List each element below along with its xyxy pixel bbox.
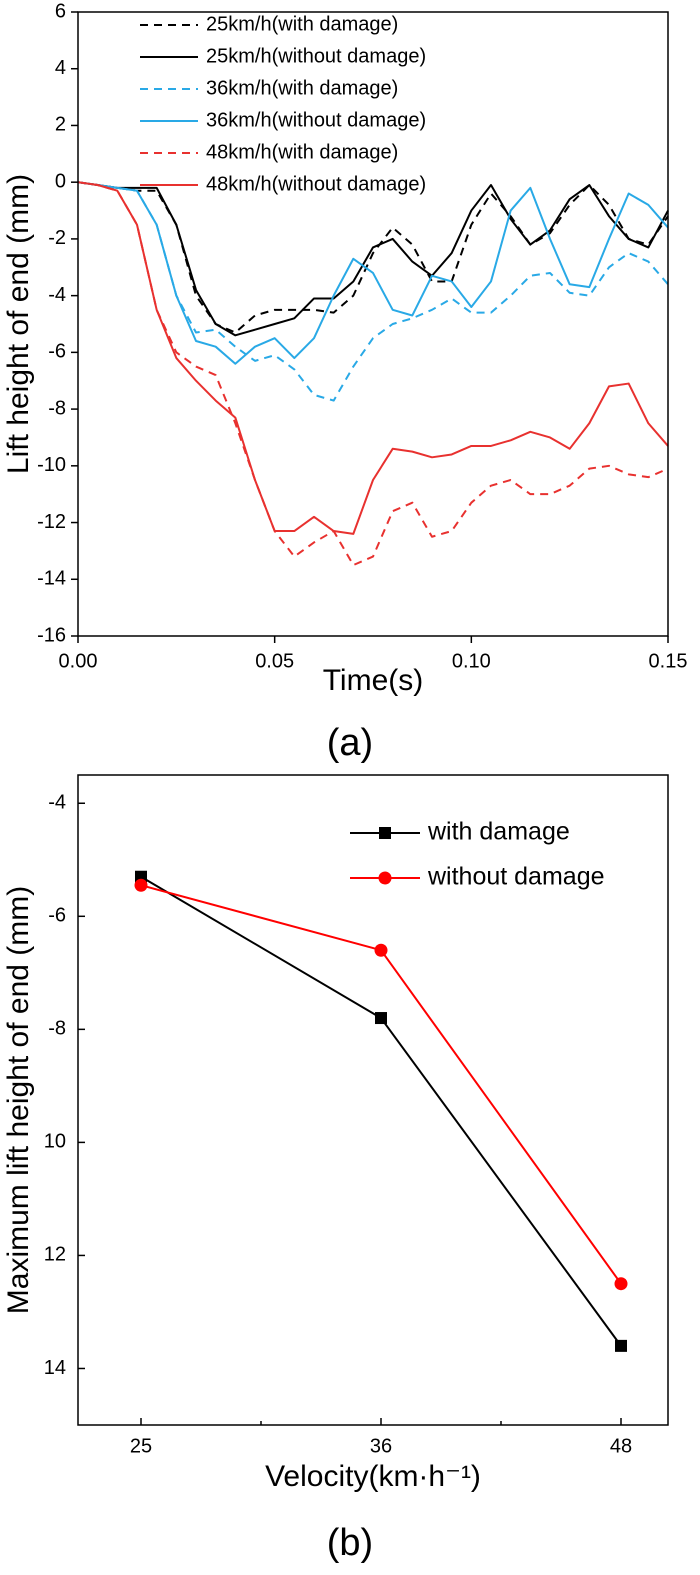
y-tick-label: 14 (44, 1357, 66, 1379)
y-tick-label: -12 (37, 511, 66, 533)
y-tick-label: 0 (55, 170, 66, 192)
y-tick-label: 6 (55, 0, 66, 22)
y-axis-label: Lift height of end (mm) (2, 174, 35, 474)
marker (134, 878, 148, 892)
x-tick-label: 0.10 (452, 650, 491, 672)
x-tick-label: 48 (610, 1435, 632, 1457)
x-tick-label: 0.15 (649, 650, 688, 672)
legend-label: 25km/h(with damage) (206, 13, 398, 35)
y-tick-label: -10 (37, 454, 66, 476)
plot-frame (77, 774, 669, 1426)
y-tick-label: -16 (37, 624, 66, 646)
x-tick-label: 25 (130, 1435, 152, 1457)
y-tick-label: 2 (55, 114, 66, 136)
x-axis-label: Velocity(km·h⁻¹) (265, 1460, 481, 1493)
legend-label: 48km/h(without damage) (206, 173, 426, 195)
y-tick-label: 10 (44, 1131, 66, 1153)
y-tick-label: -6 (48, 341, 66, 363)
series-line (77, 181, 669, 337)
y-tick-label: 4 (55, 57, 66, 79)
y-tick-label: -8 (48, 1018, 66, 1040)
marker (375, 1012, 387, 1025)
x-axis-label: Time(s) (323, 664, 424, 697)
marker (615, 1339, 627, 1352)
chart: -4 -6 -8 10 12 14 25 36 48 with damage without dam… (2, 774, 669, 1564)
x-tick-label: 0.05 (255, 650, 294, 672)
caption: (b) (327, 1522, 373, 1564)
caption: (a) (327, 722, 373, 764)
legend-label: 36km/h(without damage) (206, 109, 426, 131)
plot-frame (77, 11, 669, 637)
y-tick-label: -2 (48, 227, 66, 249)
legend-label: without damage (427, 863, 605, 891)
x-tick-label: 0.00 (59, 650, 98, 672)
series-line (77, 181, 669, 365)
series-line (77, 181, 669, 535)
legend-label: 36km/h(with damage) (206, 77, 398, 99)
y-tick-label: -14 (37, 568, 66, 590)
y-tick-label: -4 (48, 792, 66, 814)
x-tick-label: 36 (370, 1435, 392, 1457)
legend-label: with damage (427, 818, 570, 846)
series-line (77, 181, 669, 402)
y-tick-label: -6 (48, 905, 66, 927)
legend-marker (379, 827, 391, 839)
legend-marker (378, 871, 392, 885)
legend-label: 48km/h(with damage) (206, 141, 398, 163)
marker (614, 1277, 628, 1291)
marker (374, 943, 388, 957)
chart: 6 4 2 0 -2 -4 -6 -8 -10 -12 -14 -16 0.00 0.05 0.10 0.15… (2, 0, 688, 764)
series-line (77, 181, 669, 567)
y-tick-label: -4 (48, 284, 66, 306)
legend-label: 25km/h(without damage) (206, 45, 426, 67)
y-tick-label: -8 (48, 397, 66, 419)
y-axis-label: Maximum lift height of end (mm) (2, 886, 35, 1314)
y-tick-label: 12 (44, 1244, 66, 1266)
